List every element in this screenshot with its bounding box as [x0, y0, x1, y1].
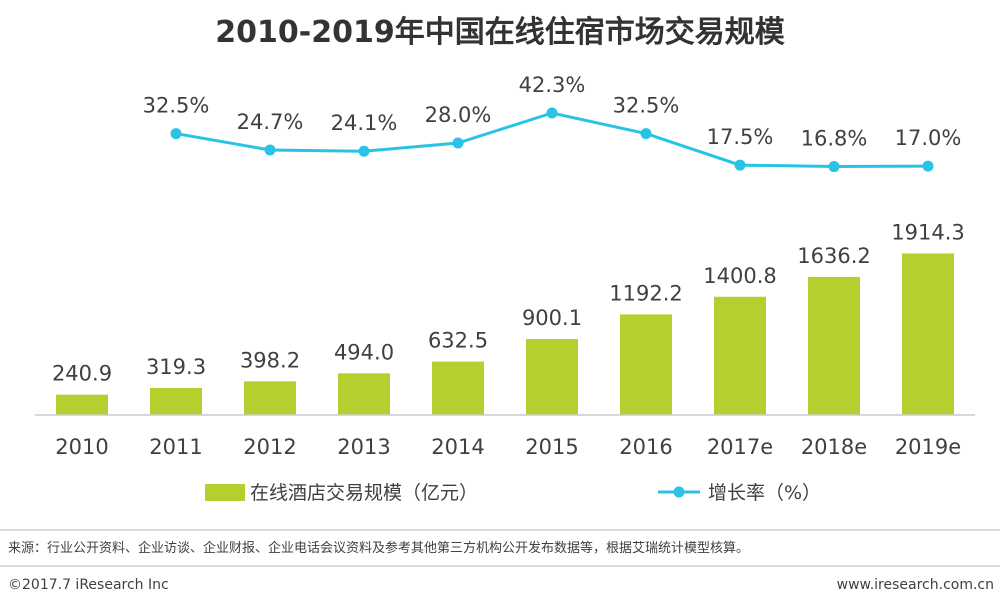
chart-title: 2010-2019年中国在线住宿市场交易规模 — [215, 15, 784, 50]
growth-rate-label: 16.8% — [801, 127, 868, 151]
bar-value-label: 632.5 — [428, 329, 488, 353]
bar-2010 — [56, 394, 108, 415]
x-tick-label: 2011 — [149, 435, 202, 459]
bar-value-label: 1400.8 — [703, 264, 776, 288]
bar-series: 240.9 319.3 398.2 494.0 632.5 900.1 1192.2 1400… — [52, 220, 965, 415]
growth-rate-label: 32.5% — [143, 94, 210, 118]
growth-point-2012 — [264, 144, 276, 156]
source-note: 来源：行业公开资料、企业访谈、企业财报、企业电话会议资料及参考其他第三方机构公开… — [8, 540, 749, 556]
bar-2018e — [808, 276, 860, 415]
x-tick-label: 2015 — [525, 435, 578, 459]
bar-2013 — [338, 373, 390, 415]
copyright: ©2017.7 iResearch Inc — [8, 577, 169, 593]
bar-value-label: 398.2 — [240, 348, 300, 372]
legend-line-marker — [673, 486, 685, 498]
x-tick-label: 2017e — [707, 435, 773, 459]
x-tick-label: 2014 — [431, 435, 484, 459]
legend-line-label: 增长率（%） — [708, 482, 821, 504]
bar-value-label: 494.0 — [334, 340, 394, 364]
bar-2019e — [902, 253, 954, 415]
x-axis-ticks: 2010 2011 2012 2013 2014 2015 2016 2017e 2018e 20… — [55, 435, 961, 459]
growth-point-2011 — [170, 128, 182, 140]
growth-point-2019e — [922, 160, 934, 172]
growth-rate-label: 42.3% — [519, 73, 586, 97]
bar-2014 — [432, 361, 484, 415]
growth-rate-label: 24.1% — [331, 111, 398, 135]
growth-point-2018e — [828, 161, 840, 173]
growth-point-2015 — [546, 107, 558, 119]
x-tick-label: 2018e — [801, 435, 867, 459]
bar-2012 — [244, 381, 296, 415]
bar-2016 — [620, 314, 672, 415]
growth-point-2014 — [452, 137, 464, 149]
legend-bar-swatch — [205, 484, 245, 501]
growth-point-2016 — [640, 128, 652, 140]
x-tick-label: 2010 — [55, 435, 108, 459]
bar-value-label: 1914.3 — [891, 220, 964, 244]
growth-rate-label: 32.5% — [613, 94, 680, 118]
growth-point-2017e — [734, 159, 746, 171]
website: www.iresearch.com.cn — [837, 577, 994, 593]
x-tick-label: 2019e — [895, 435, 961, 459]
growth-rate-label: 28.0% — [425, 103, 492, 127]
bar-value-label: 1192.2 — [609, 281, 682, 305]
x-tick-label: 2013 — [337, 435, 390, 459]
growth-rate-label: 24.7% — [237, 110, 304, 134]
bar-2017e — [714, 296, 766, 415]
bar-value-label: 900.1 — [522, 306, 582, 330]
line-series: 32.5% 24.7% 24.1% 28.0% 42.3% 32.5% 17.5% 16.8%… — [143, 73, 962, 173]
bar-2015 — [526, 339, 578, 415]
x-tick-label: 2016 — [619, 435, 672, 459]
x-tick-label: 2012 — [243, 435, 296, 459]
bar-value-label: 319.3 — [146, 355, 206, 379]
growth-rate-label: 17.5% — [707, 125, 774, 149]
growth-point-2013 — [358, 145, 370, 157]
legend-bar-label: 在线酒店交易规模（亿元） — [250, 482, 478, 504]
growth-rate-label: 17.0% — [895, 126, 962, 150]
bar-value-label: 240.9 — [52, 362, 112, 386]
bar-2011 — [150, 388, 202, 415]
bar-value-label: 1636.2 — [797, 244, 870, 268]
